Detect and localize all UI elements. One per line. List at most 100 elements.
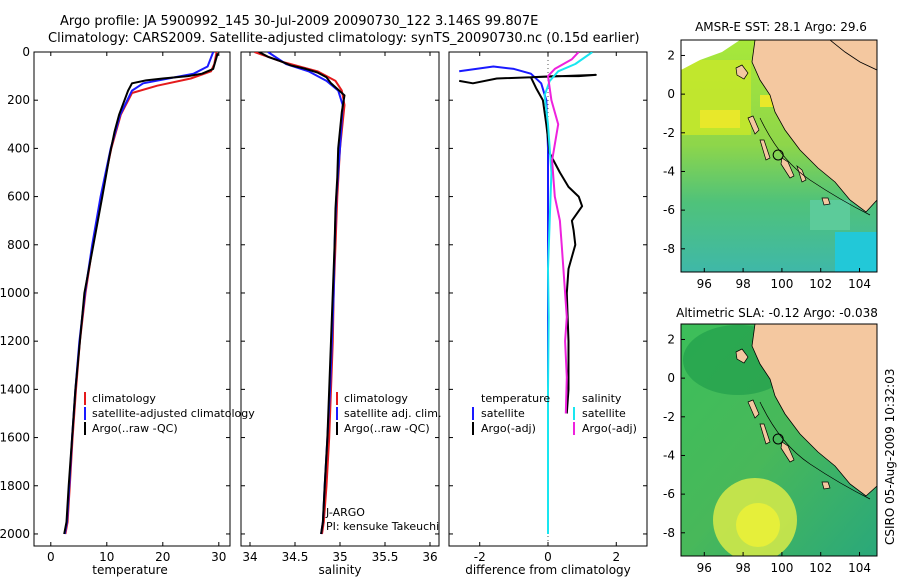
sla-argo-marker (772, 433, 784, 445)
difference-panel: -2 0 2 difference from climatology tempera… (448, 51, 648, 577)
sst-cyan-patch (835, 232, 877, 272)
salinity-legend: climatology satellite adj. clim. Argo(..… (336, 392, 441, 435)
lat-tick-label: -4 (663, 448, 675, 462)
depth-tick-label: 0 (22, 45, 30, 59)
depth-tick-label: 1800 (0, 479, 30, 493)
lat-tick-label: 2 (667, 48, 675, 62)
sla-sumatra-land (751, 324, 877, 497)
x-tick-label: 35 (332, 550, 347, 564)
x-tick-label: 30 (211, 550, 226, 564)
legend-climatology-label: climatology (92, 392, 156, 405)
figure-title-line1: Argo profile: JA 5900992_145 30-Jul-2009… (60, 14, 538, 29)
x-tick-label: 10 (99, 550, 114, 564)
lon-tick-label: 102 (809, 277, 832, 291)
sst-map-frame (680, 39, 878, 273)
sst-yellow-patch (700, 110, 740, 128)
difference-legend: temperature satellite Argo(-adj) salinit… (472, 392, 637, 435)
x-tick-label: 2 (612, 550, 620, 564)
series-line-satellite-adjusted-climatology (63, 52, 215, 535)
series-line-climatology (64, 52, 218, 535)
lat-tick-label: -6 (663, 203, 675, 217)
sla-map-frame (680, 323, 878, 557)
series-line-satellite-adj-clim (267, 52, 344, 535)
lon-tick-label: 98 (735, 561, 750, 575)
lat-tick-label: 2 (667, 332, 675, 346)
depth-tick-label: 200 (7, 93, 30, 107)
legend-salinity-title: salinity (582, 392, 622, 405)
legend-temp-satellite-label: satellite (481, 407, 525, 420)
temperature-xlabel: temperature (92, 563, 167, 577)
lon-tick-label: 100 (770, 561, 793, 575)
lat-tick-label: -8 (663, 242, 675, 256)
sst-argo-marker (772, 149, 784, 161)
depth-tick-label: 400 (7, 141, 30, 155)
float-program-label: J-ARGO (325, 506, 365, 519)
lon-tick-label: 100 (770, 277, 793, 291)
lat-tick-label: -2 (663, 410, 675, 424)
lon-tick-label: 104 (848, 277, 871, 291)
sla-shelf-contour (759, 401, 871, 500)
lat-tick-label: 0 (667, 87, 675, 101)
creation-stamp: CSIRO 05-Aug-2009 10:32:03 (883, 369, 897, 545)
lon-tick-label: 96 (697, 561, 712, 575)
lat-tick-label: -2 (663, 126, 675, 140)
temperature-legend: climatology satellite-adjusted climatolo… (84, 392, 255, 435)
series-line-salinity-argo-adj (547, 52, 580, 414)
series-line-argo-raw-qc (63, 52, 219, 535)
x-tick-label: 34.5 (282, 550, 309, 564)
x-tick-label: 36 (422, 550, 437, 564)
series-line-argo-raw-qc (258, 52, 346, 535)
legend-temp-argo-label: Argo(-adj) (481, 422, 536, 435)
series-line-temperature-argo-adj (459, 73, 597, 414)
sla-map-title: Altimetric SLA: -0.12 Argo: -0.038 (676, 306, 878, 320)
sst-map-panel: AMSR-E SST: 28.1 Argo: 29.6 96 98 100 102 10… (663, 20, 878, 291)
x-tick-label: 20 (155, 550, 170, 564)
legend-sal-argo-adj-label: Argo(-adj) (582, 422, 637, 435)
x-tick-label: 34 (242, 550, 257, 564)
lon-tick-label: 102 (809, 561, 832, 575)
sst-missing-data (681, 40, 740, 70)
depth-tick-label: 1200 (0, 334, 30, 348)
sst-cool-patch (810, 200, 850, 230)
series-line-salinity-satellite (543, 52, 593, 534)
legend-argo-label: Argo(..raw -QC) (92, 422, 178, 435)
lon-tick-label: 104 (848, 561, 871, 575)
figure-title-line2: Climatology: CARS2009. Satellite-adjuste… (48, 31, 640, 46)
sst-map-title: AMSR-E SST: 28.1 Argo: 29.6 (695, 20, 867, 34)
sla-high-anomaly-core (736, 503, 780, 547)
lat-tick-label: 0 (667, 371, 675, 385)
sst-shelf-contour (759, 117, 871, 216)
legend-sal-climatology-label: climatology (344, 392, 408, 405)
legend-sal-sat-label: satellite (582, 407, 626, 420)
lon-tick-label: 96 (697, 277, 712, 291)
depth-tick-label: 2000 (0, 527, 30, 541)
float-pi-label: PI: kensuke Takeuchi (326, 520, 439, 533)
salinity-panel: 34 34.5 35 35.5 36 salinity climatology sate… (240, 51, 441, 577)
lat-tick-label: -4 (663, 164, 675, 178)
x-tick-label: 0 (544, 550, 552, 564)
lon-tick-label: 98 (735, 277, 750, 291)
sst-islands (735, 64, 831, 206)
lat-tick-label: -6 (663, 487, 675, 501)
x-tick-label: 0 (47, 550, 55, 564)
sla-map-panel: Altimetric SLA: -0.12 Argo: -0.038 96 98 1… (663, 306, 878, 575)
temperature-axes-frame (33, 51, 231, 547)
sla-islands (735, 348, 831, 490)
depth-tick-label: 800 (7, 238, 30, 252)
x-tick-label: -2 (474, 550, 486, 564)
temperature-panel: 0 10 20 30 temperature climatology satellit… (33, 51, 255, 577)
series-line-temperature-satellite (459, 65, 549, 534)
depth-tick-label: 600 (7, 190, 30, 204)
sst-sumatra-land (751, 40, 877, 213)
sst-malaysia-land (829, 40, 877, 71)
salinity-xlabel: salinity (318, 563, 361, 577)
legend-temperature-title: temperature (481, 392, 550, 405)
legend-sal-satellite-label: satellite adj. clim. (344, 407, 441, 420)
depth-tick-label: 1400 (0, 382, 30, 396)
legend-satellite-label: satellite-adjusted climatology (92, 407, 255, 420)
depth-tick-label: 1000 (0, 286, 30, 300)
legend-sal-argo-label: Argo(..raw -QC) (344, 422, 430, 435)
difference-xlabel: difference from climatology (465, 563, 631, 577)
depth-tick-label: 1600 (0, 431, 30, 445)
